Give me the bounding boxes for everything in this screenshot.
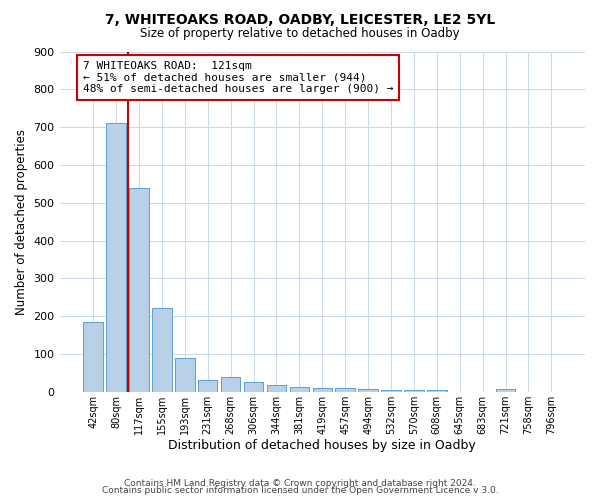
Bar [381, 390, 401, 392]
Bar [313, 388, 332, 392]
X-axis label: Distribution of detached houses by size in Oadby: Distribution of detached houses by size … [169, 440, 476, 452]
Bar [404, 390, 424, 392]
Bar [83, 322, 103, 392]
Text: Contains public sector information licensed under the Open Government Licence v : Contains public sector information licen… [101, 486, 499, 495]
Text: Size of property relative to detached houses in Oadby: Size of property relative to detached ho… [140, 28, 460, 40]
Bar [152, 308, 172, 392]
Bar [335, 388, 355, 392]
Bar [427, 390, 446, 392]
Bar [198, 380, 217, 392]
Bar [496, 389, 515, 392]
Bar [267, 385, 286, 392]
Bar [175, 358, 194, 392]
Bar [221, 376, 241, 392]
Bar [106, 124, 126, 392]
Bar [129, 188, 149, 392]
Text: 7 WHITEOAKS ROAD:  121sqm
← 51% of detached houses are smaller (944)
48% of semi: 7 WHITEOAKS ROAD: 121sqm ← 51% of detach… [83, 61, 394, 94]
Text: Contains HM Land Registry data © Crown copyright and database right 2024.: Contains HM Land Registry data © Crown c… [124, 478, 476, 488]
Bar [358, 389, 378, 392]
Bar [244, 382, 263, 392]
Text: 7, WHITEOAKS ROAD, OADBY, LEICESTER, LE2 5YL: 7, WHITEOAKS ROAD, OADBY, LEICESTER, LE2… [105, 12, 495, 26]
Y-axis label: Number of detached properties: Number of detached properties [15, 128, 28, 314]
Bar [290, 388, 309, 392]
